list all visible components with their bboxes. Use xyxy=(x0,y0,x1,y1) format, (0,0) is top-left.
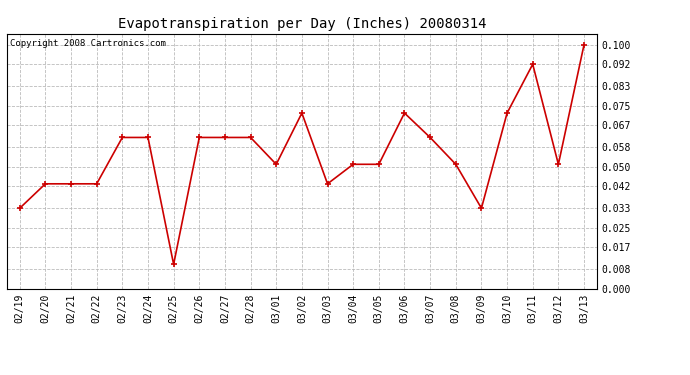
Title: Evapotranspiration per Day (Inches) 20080314: Evapotranspiration per Day (Inches) 2008… xyxy=(117,17,486,31)
Text: Copyright 2008 Cartronics.com: Copyright 2008 Cartronics.com xyxy=(10,39,166,48)
